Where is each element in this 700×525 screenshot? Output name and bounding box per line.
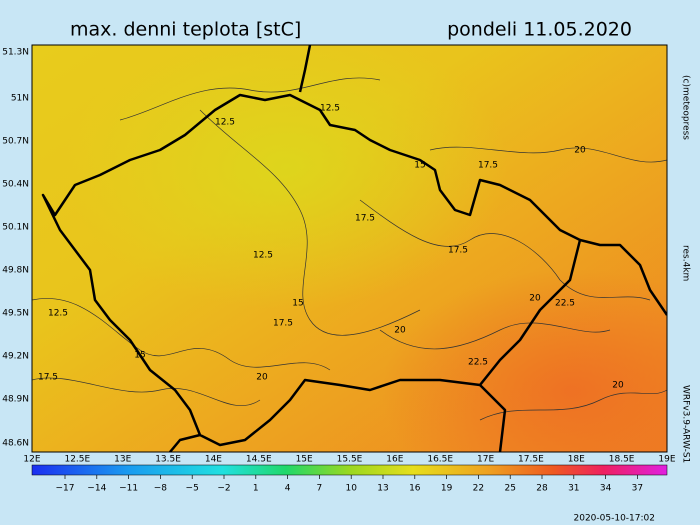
timestamp: 2020-05-10-17:02 — [574, 514, 656, 524]
poland-slovakia-border — [579, 238, 667, 316]
longitude-label: 15E — [296, 455, 313, 465]
longitude-label: 16E — [386, 455, 403, 465]
contour-label: 12.5 — [215, 118, 235, 128]
longitude-label: 19E — [658, 455, 675, 465]
colorbar-label: 1 — [253, 484, 259, 494]
contour-label: 17.5 — [38, 373, 58, 383]
austria-border — [169, 433, 201, 452]
germany-poland-border — [298, 45, 312, 93]
model: WRFv3.9-ARW-S1 — [681, 385, 691, 463]
contour-label: 20 — [394, 326, 406, 336]
longitude-label: 17.5E — [518, 455, 544, 465]
contour-label: 17.5 — [355, 214, 375, 224]
contour-label: 17.5 — [273, 319, 293, 329]
colorbar-label: 22 — [473, 484, 484, 494]
latitude-label: 50.1N — [2, 223, 29, 233]
contour-label: 22.5 — [468, 358, 488, 368]
colorbar-label: 7 — [317, 484, 323, 494]
latitude-label: 50.7N — [2, 137, 29, 147]
colorbar-label: 34 — [600, 484, 612, 494]
longitude-label: 15.5E — [337, 455, 363, 465]
colorbar-label: 13 — [377, 484, 388, 494]
longitude-label: 12E — [23, 455, 40, 465]
colorbar-label: 37 — [632, 484, 643, 494]
colorbar-label: 10 — [345, 484, 357, 494]
longitude-label: 18.5E — [609, 455, 635, 465]
contours — [32, 77, 667, 421]
resolution: res.4km — [681, 245, 691, 281]
title: max. denni teplota [stC] — [70, 19, 301, 41]
contour-label: 12.5 — [253, 251, 273, 261]
colorbar-label: −8 — [154, 484, 168, 494]
contour-label: 17.5 — [478, 161, 498, 171]
contour-label: 20 — [612, 381, 624, 391]
longitude-label: 12.5E — [64, 455, 90, 465]
colorbar-label: 28 — [536, 484, 548, 494]
date: pondeli 11.05.2020 — [447, 19, 632, 41]
contour-labels: 12.5 12.5 12.5 12.5 15 15 15 17.5 17.5 17.5 17.5 17… — [38, 104, 624, 391]
contour-label: 20 — [574, 146, 586, 156]
map-area: 12.5 12.5 12.5 12.5 15 15 15 17.5 17.5 17.5 17.5 17… — [32, 45, 667, 452]
latitude-label: 48.9N — [2, 395, 29, 405]
czech-border — [41, 93, 582, 447]
contour-label: 15 — [292, 299, 303, 309]
contour-label: 15 — [414, 161, 425, 171]
longitude-label: 13.5E — [155, 455, 181, 465]
colorbar-labels: −17 −14 −11 −8 −5 −2 1 4 7 10 13 16 19 22 25 28 31 34 37 — [56, 475, 643, 494]
copyright: (c)meteopress — [681, 75, 691, 140]
colorbar-label: −2 — [217, 484, 230, 494]
longitude-label: 16.5E — [427, 455, 453, 465]
latitude-label: 49.2N — [2, 352, 29, 362]
longitude-label: 13E — [114, 455, 131, 465]
longitude-label: 14.5E — [246, 455, 272, 465]
colorbar-label: −11 — [119, 484, 138, 494]
colorbar-label: −17 — [56, 484, 75, 494]
colorbar-label: 31 — [568, 484, 579, 494]
longitude-label: 18E — [568, 455, 585, 465]
contour-label: 12.5 — [48, 309, 68, 319]
longitude-label: 17E — [477, 455, 494, 465]
contour-label: 17.5 — [448, 246, 468, 256]
borders — [41, 45, 667, 452]
colorbar-label: 4 — [285, 484, 291, 494]
colorbar — [31, 464, 668, 476]
colorbar-label: −5 — [186, 484, 199, 494]
longitude-label: 14E — [205, 455, 222, 465]
latitude-labels: 51.3N 51N 50.7N 50.4N 50.1N 49.8N 49.5N 49.2N 48… — [2, 48, 29, 449]
slovakia-hungary-border — [479, 384, 507, 452]
map-frame — [31, 44, 668, 453]
latitude-label: 49.5N — [2, 309, 29, 319]
latitude-label: 48.6N — [2, 439, 29, 449]
colorbar-label: 16 — [409, 484, 421, 494]
colorbar-label: 25 — [504, 484, 515, 494]
colorbar-label: 19 — [441, 484, 453, 494]
longitude-labels: 12E 12.5E 13E 13.5E 14E 14.5E 15E 15.5E 16E 16.5E… — [23, 455, 675, 465]
latitude-label: 51.3N — [2, 48, 29, 58]
latitude-label: 49.8N — [2, 266, 29, 276]
contour-label: 15 — [134, 351, 145, 361]
contour-label: 20 — [256, 373, 268, 383]
contour-label: 22.5 — [555, 299, 575, 309]
warm-region — [32, 45, 667, 452]
latitude-label: 50.4N — [2, 180, 29, 190]
latitude-label: 51N — [11, 94, 29, 104]
colorbar-label: −14 — [87, 484, 106, 494]
contour-label: 20 — [529, 294, 541, 304]
contour-label: 12.5 — [320, 104, 340, 114]
